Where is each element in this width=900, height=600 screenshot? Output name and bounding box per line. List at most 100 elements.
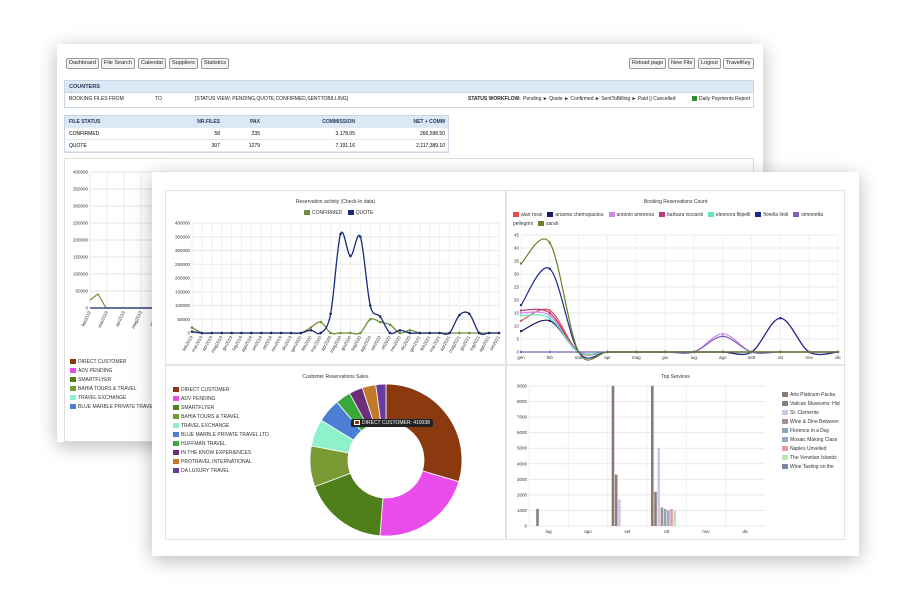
- y-tick-label: 200000: [175, 276, 191, 281]
- y-tick-label: 100000: [175, 303, 191, 308]
- x-tick-label: mag2019: [130, 310, 143, 330]
- x-tick-label: mar2019: [97, 310, 109, 329]
- legend-swatch: [659, 212, 666, 218]
- legend-item: DA LUXURY TRAVEL: [173, 467, 270, 476]
- calendar-button[interactable]: Calendar: [138, 58, 167, 69]
- legend-item: SMARTFLYER: [173, 404, 270, 413]
- data-point: [577, 350, 580, 354]
- legend-swatch: [538, 221, 545, 227]
- x-tick-label: dic: [742, 529, 749, 534]
- data-point: [398, 328, 402, 332]
- y-tick-label: 300000: [175, 248, 191, 253]
- bar: [663, 508, 667, 526]
- bar: [670, 508, 673, 526]
- data-point: [349, 331, 352, 335]
- reload-page-button[interactable]: Reload page: [629, 58, 667, 69]
- legend-label: Mosaic Making Class: [790, 437, 838, 443]
- bar: [657, 448, 660, 526]
- y-tick-label: 150000: [73, 255, 89, 260]
- data-point: [548, 317, 552, 320]
- legend-label: BAHIA TOURS & TRAVEL: [78, 386, 137, 392]
- daily-payments-report-link[interactable]: Daily Payments Report: [699, 96, 751, 102]
- legend-item: IN THE KNOW EXPERIENCES: [173, 449, 270, 458]
- data-point: [319, 320, 323, 324]
- legend-swatch: [173, 441, 179, 447]
- legend-swatch: [173, 468, 179, 474]
- legend-swatch: [547, 212, 554, 218]
- file-search-button[interactable]: File Search: [101, 58, 135, 69]
- legend-item: arianna chemopaolou: [547, 212, 604, 218]
- y-tick-label: 350000: [175, 234, 191, 239]
- legend-label: sarah: [546, 221, 559, 227]
- legend-swatch: [173, 405, 179, 411]
- y-tick-label: 20: [514, 298, 520, 303]
- y-tick-label: 150000: [175, 289, 191, 294]
- col-net-comm: NET + COMM: [413, 119, 445, 125]
- data-point: [428, 331, 431, 335]
- bar: [660, 507, 664, 526]
- new-file-button[interactable]: New File: [668, 58, 696, 69]
- legend-label: Wine Tasting on the: [790, 464, 834, 470]
- logout-button[interactable]: Logout: [698, 58, 721, 69]
- reservation-activity-chart: 0 50000 100000 150000 200000 250000 300000 3500…: [175, 221, 501, 354]
- data-point: [200, 331, 204, 335]
- travelkey-button[interactable]: TravelKey: [723, 58, 754, 69]
- legend-swatch: [70, 359, 76, 365]
- data-point: [398, 331, 402, 335]
- legend-label: BLUE MARBLE PRIVATE TRAVEL LTD.: [181, 432, 271, 438]
- booking-count-legend: alan rossi arianna chemopaolou antonio amo…: [513, 211, 838, 229]
- customer-sales-legend: DIRECT CUSTOMER ADV PENDING SMARTFLYER BAHI…: [173, 386, 270, 476]
- file-status-table: FILE STATUS NR.FILES PAX COMMISSION NET …: [64, 115, 449, 153]
- legend-label: IN THE KNOW EXPERIENCES: [181, 450, 252, 456]
- statistics-button[interactable]: Statistics: [201, 58, 230, 69]
- suppliers-button[interactable]: Suppliers: [169, 58, 198, 69]
- legend-label: The Venetian Islands: [790, 455, 837, 461]
- legend-label: PROTRAVEL INTERNATIONAL: [181, 459, 252, 465]
- data-point: [519, 330, 523, 333]
- data-point: [548, 350, 552, 354]
- legend-item: The Venetian Islands: [782, 454, 840, 463]
- data-point: [458, 331, 461, 335]
- data-point: [230, 331, 233, 335]
- data-point: [548, 309, 552, 312]
- x-tick-label: dic: [835, 355, 842, 360]
- legend-item: BLUE MARBLE PRIVATE TRAVEL: [70, 403, 155, 412]
- legend-swatch: [173, 459, 179, 465]
- data-point: [779, 317, 782, 320]
- legend-item: DIRECT CUSTOMER: [70, 358, 155, 367]
- status-workflow-text: Pending ► Quote ► Confirmed ► SentToBill…: [523, 96, 676, 102]
- legend-swatch: [782, 437, 788, 443]
- legend-item: antonio amorena: [608, 212, 654, 218]
- data-point: [438, 331, 441, 335]
- data-point: [359, 235, 362, 239]
- dashboard-button[interactable]: Dashboard: [66, 58, 99, 69]
- customer-sales-donut: [309, 383, 463, 537]
- data-point: [548, 267, 552, 270]
- legend-item: BAHIA TOURS & TRAVEL: [70, 385, 155, 394]
- legend-swatch: [70, 386, 76, 392]
- data-point: [721, 350, 724, 354]
- y-tick-label: 0: [187, 331, 190, 336]
- legend-label: BAHIA TOURS & TRAVEL: [181, 414, 240, 420]
- y-tick-label: 300000: [73, 204, 89, 209]
- reservation-activity-panel: Reservation activity (Check-In data) CON…: [165, 190, 506, 365]
- legend-swatch: [782, 419, 788, 425]
- legend-label: alan rossi: [521, 212, 543, 218]
- data-point: [692, 350, 696, 354]
- legend-item: Vatican Museums: Hid: [782, 400, 840, 409]
- y-tick-label: 15: [514, 311, 520, 316]
- legend-label: BLUE MARBLE PRIVATE TRAVEL: [78, 404, 156, 410]
- data-point: [289, 331, 293, 335]
- legend-swatch: [782, 455, 788, 461]
- legend-label: arianna chemopaolou: [555, 212, 604, 218]
- legend-item: TRAVEL EXCHANGE: [173, 422, 270, 431]
- donut-slice: [385, 383, 463, 483]
- x-tick-label: lug: [546, 529, 553, 534]
- back-legend: DIRECT CUSTOMER ADV PENDING SMARTFLYER BAHI…: [70, 358, 155, 412]
- y-tick-label: 1000: [517, 508, 528, 513]
- legend-item: Wine & Dine Between: [782, 418, 840, 427]
- table-row: CONFIRMED 58 235 3,178.05 266,598.50: [65, 128, 448, 140]
- data-point: [260, 331, 263, 335]
- data-point: [497, 331, 501, 335]
- data-point: [477, 331, 481, 335]
